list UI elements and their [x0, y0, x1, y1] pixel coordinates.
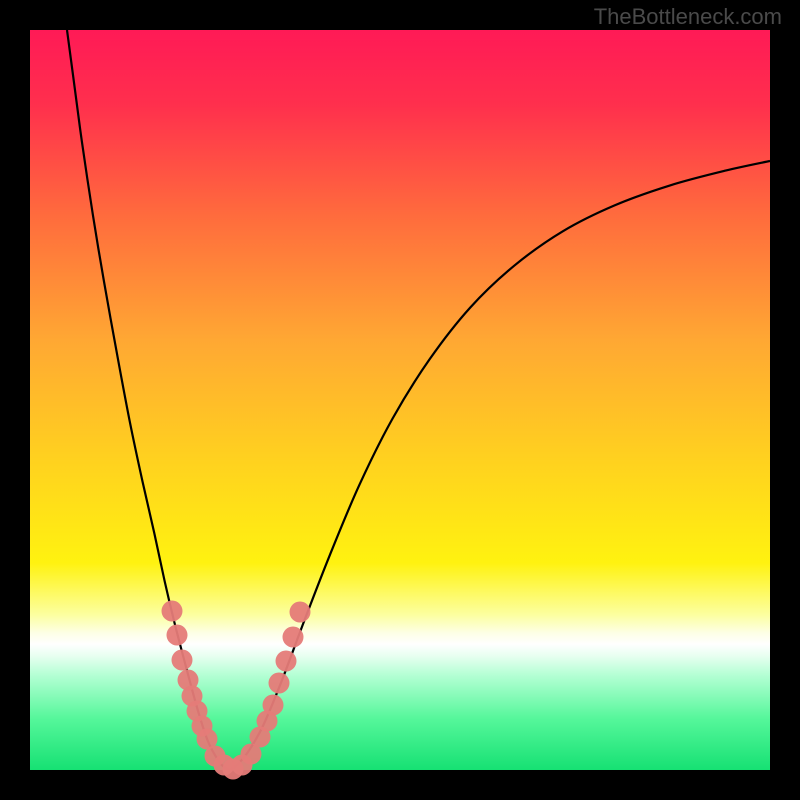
curve-dot [172, 650, 193, 671]
curve-dot [262, 694, 283, 715]
curve-dot [282, 626, 303, 647]
plot-area [30, 30, 770, 770]
chart-root: TheBottleneck.com [0, 0, 800, 800]
curve-dot [269, 673, 290, 694]
curve-dot [290, 602, 311, 623]
curve-dot [167, 625, 188, 646]
curve-dot [162, 600, 183, 621]
curve-dot-markers [30, 30, 770, 770]
watermark-text: TheBottleneck.com [594, 4, 782, 30]
curve-dot [276, 651, 297, 672]
